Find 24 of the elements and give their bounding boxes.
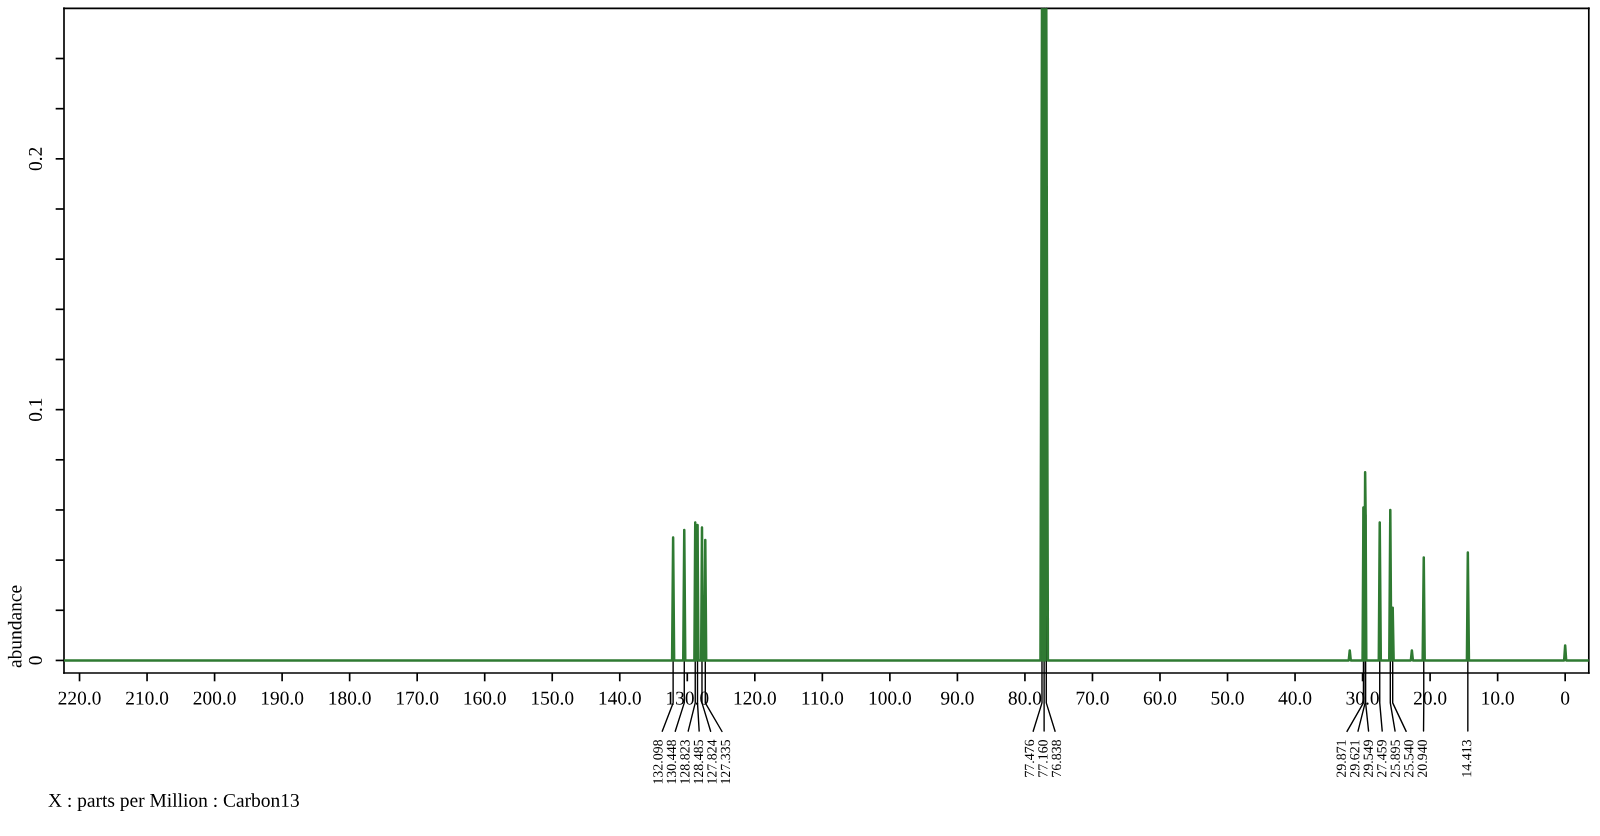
x-tick-label: 160.0 — [464, 691, 506, 705]
x-tick-label: 10.0 — [1482, 691, 1514, 705]
x-tick-label: 210.0 — [126, 691, 169, 705]
x-tick-label: 60.0 — [1143, 691, 1177, 705]
x-tick-label: 90.0 — [941, 691, 974, 705]
x-tick-label: 0 — [1561, 691, 1570, 705]
x-tick-label: 120.0 — [734, 691, 776, 705]
x-tick-label: 170.0 — [397, 691, 439, 705]
x-tick-label: 180.0 — [329, 691, 371, 705]
y-axis-title: abundance — [7, 585, 22, 668]
x-tick-label: 190.0 — [261, 691, 304, 705]
x-axis-title: X : parts per Million : Carbon13 — [48, 793, 299, 811]
x-tick-label: 100.0 — [869, 691, 912, 705]
x-tick-label: 70.0 — [1076, 691, 1109, 705]
y-tick-label: 0.2 — [28, 147, 43, 171]
y-tick-label: 0 — [28, 656, 42, 665]
x-tick-label: 40.0 — [1278, 691, 1312, 705]
x-tick-label: 110.0 — [802, 691, 844, 705]
x-tick-label: 150.0 — [532, 691, 574, 705]
x-tick-label: 220.0 — [58, 691, 101, 705]
y-tick-label: 0.1 — [28, 398, 43, 422]
x-tick-label: 140.0 — [599, 691, 641, 705]
x-tick-label: 50.0 — [1211, 691, 1244, 705]
x-tick-label: 200.0 — [193, 691, 236, 705]
